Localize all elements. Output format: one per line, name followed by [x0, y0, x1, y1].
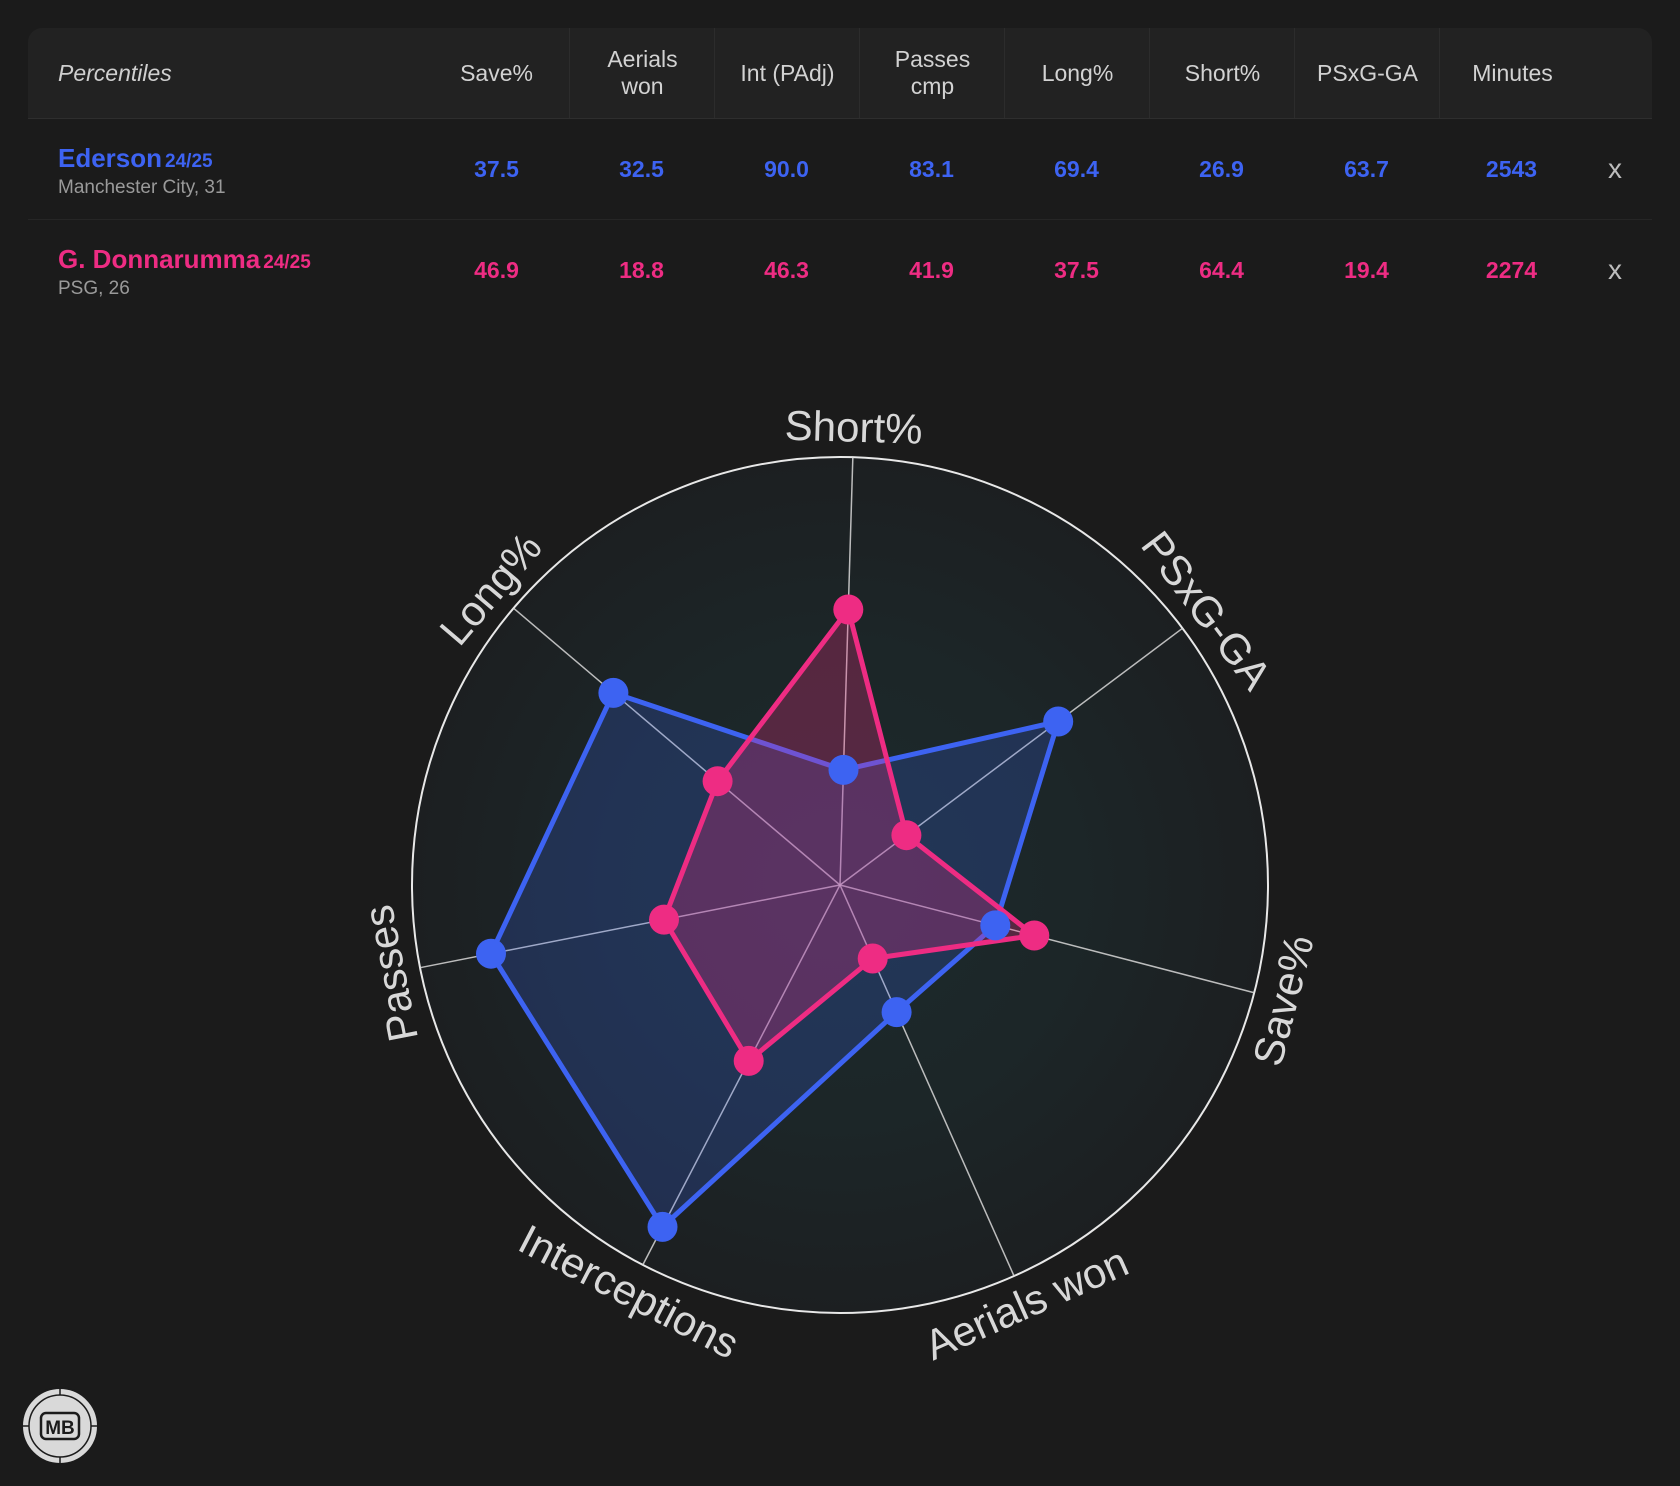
data-point [649, 904, 679, 935]
column-header-label: Save% [460, 59, 533, 86]
data-point [1019, 920, 1050, 951]
stat-value: 46.3 [764, 256, 809, 283]
data-point [647, 1211, 678, 1242]
column-header[interactable]: Int (PAdj) [714, 28, 860, 118]
column-header[interactable]: Passes cmp [859, 28, 1005, 118]
data-point [980, 910, 1011, 941]
data-point [733, 1045, 764, 1076]
column-header-label: Passes [894, 46, 971, 72]
column-header-label: Int (PAdj) [740, 59, 835, 86]
remove-player-button[interactable]: x [1608, 153, 1622, 184]
table-header: Percentiles Save% Aerials won Int (PAdj) Pas… [28, 28, 1652, 119]
player-season: 24/25 [165, 151, 213, 172]
player-name[interactable]: G. Donnarumma 24/25 [58, 244, 311, 275]
data-point [833, 594, 864, 625]
series-area [661, 607, 1037, 1064]
column-header-label: PSxG-GA [1317, 59, 1418, 86]
player-season: 24/25 [263, 252, 311, 273]
stat-value: 90.0 [764, 155, 809, 182]
column-header-label: Short% [1184, 59, 1261, 86]
player-name-text: G. Donnarumma [58, 244, 261, 274]
data-point [1043, 706, 1074, 737]
remove-player-button[interactable]: x [1608, 254, 1622, 285]
column-header-label: won [621, 73, 664, 99]
mb-logo: MB [21, 1387, 99, 1465]
percentiles-table: Percentiles Save% Aerials won Int (PAdj) Pas… [28, 28, 1652, 320]
stat-value: 46.9 [474, 256, 519, 283]
data-point [702, 766, 733, 797]
stat-value: 37.5 [1054, 256, 1099, 283]
stat-value: 26.9 [1199, 155, 1244, 182]
column-header-label: Long% [1041, 59, 1114, 86]
column-header-label: Aerials [607, 46, 678, 72]
data-point [828, 754, 859, 785]
stat-value: 41.9 [909, 256, 954, 283]
player-row: Ederson 24/25 Manchester City, 31 37.5 32.5 9… [28, 119, 1652, 220]
stat-value: 64.4 [1199, 256, 1244, 283]
axis-line [642, 884, 841, 1266]
axis-line [513, 607, 841, 886]
column-header-label: cmp [910, 73, 955, 99]
data-point [476, 938, 506, 969]
player-team: Manchester City, 31 [58, 177, 226, 198]
stat-value: 19.4 [1344, 256, 1389, 283]
data-point [857, 943, 888, 974]
data-point [881, 997, 912, 1028]
stat-value: 83.1 [909, 155, 954, 182]
logo-text: MB [45, 1418, 75, 1439]
column-header[interactable]: Save% [424, 28, 569, 118]
column-header[interactable]: Minutes [1439, 28, 1585, 118]
stat-value: 18.8 [619, 256, 664, 283]
column-header[interactable]: PSxG-GA [1294, 28, 1440, 118]
table-title: Percentiles [58, 59, 172, 86]
table-body: Ederson 24/25 Manchester City, 31 37.5 32.5 9… [28, 119, 1652, 320]
column-header-label: Minutes [1472, 59, 1553, 86]
stat-value: 2274 [1485, 256, 1538, 283]
player-name-text: Ederson [58, 143, 163, 173]
stat-value: 37.5 [474, 155, 519, 182]
player-row: G. Donnarumma 24/25 PSG, 26 46.9 18.8 46.3 41.… [28, 220, 1652, 320]
axis-label: Short% [784, 402, 923, 453]
axis-line [839, 457, 854, 886]
data-point [598, 677, 629, 708]
player-name[interactable]: Ederson 24/25 [58, 143, 213, 174]
stat-value: 32.5 [619, 155, 664, 182]
stat-value: 63.7 [1344, 155, 1389, 182]
player-team: PSG, 26 [58, 278, 130, 299]
data-point [891, 820, 922, 851]
column-header[interactable]: Short% [1149, 28, 1295, 118]
stat-value: 69.4 [1054, 155, 1099, 182]
column-header[interactable]: Long% [1004, 28, 1150, 118]
stat-value: 2543 [1485, 155, 1538, 182]
column-header[interactable]: Aerials won [569, 28, 715, 118]
